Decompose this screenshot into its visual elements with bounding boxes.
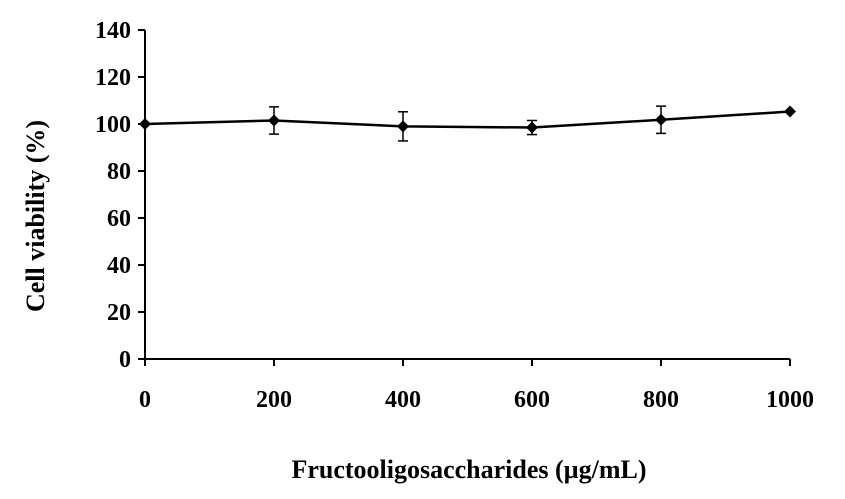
x-tick-label: 600 — [514, 387, 550, 413]
series-line — [144, 110, 791, 129]
y-tick-label: 20 — [107, 300, 131, 326]
x-axis-title: Fructooligosaccharides (µg/mL) — [291, 455, 646, 484]
x-tick-label: 0 — [139, 387, 151, 413]
y-ticks: 0 20 40 60 80 100 120 140 — [95, 18, 145, 373]
x-tick-label: 200 — [256, 387, 292, 413]
data-point-marker — [268, 114, 280, 127]
y-tick-label: 120 — [95, 65, 131, 91]
data-point-marker — [139, 118, 151, 130]
data-point-marker — [655, 113, 667, 126]
x-tick-label: 800 — [643, 387, 679, 413]
y-tick-label: 80 — [107, 159, 131, 185]
data-point-marker — [526, 121, 538, 134]
data-point-marker — [397, 120, 409, 133]
x-tick-label: 1000 — [766, 387, 814, 413]
y-axis-title: Cell viability (%) — [21, 120, 50, 312]
y-tick-label: 0 — [119, 347, 131, 373]
y-tick-label: 140 — [95, 18, 131, 44]
data-point-marker — [784, 105, 796, 118]
axes — [144, 30, 790, 360]
y-tick-label: 40 — [107, 253, 131, 279]
series-layer — [139, 105, 796, 142]
x-tick-label: 400 — [385, 387, 421, 413]
y-tick-label: 60 — [107, 206, 131, 232]
y-tick-label: 100 — [95, 112, 131, 138]
x-ticks: 0 200 400 600 800 1000 — [139, 359, 814, 413]
